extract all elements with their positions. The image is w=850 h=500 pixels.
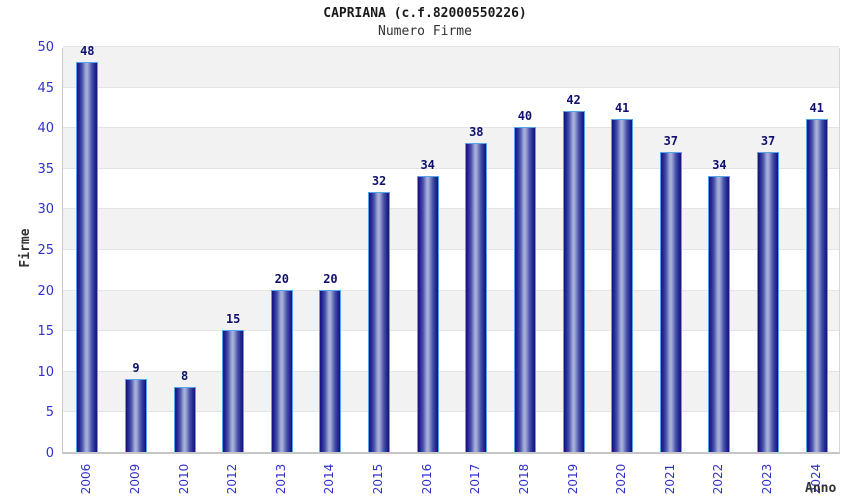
y-tick-label: 5: [45, 405, 54, 421]
x-axis-title: Anno: [805, 481, 837, 496]
y-tick-label: 30: [37, 202, 54, 218]
grid-band: [63, 127, 839, 168]
y-tick-label: 10: [37, 364, 54, 380]
y-tick-label: 0: [45, 446, 54, 461]
bar-value-label: 20: [323, 271, 338, 286]
x-tick-label: 2009: [127, 463, 142, 495]
bar-value-label: 38: [469, 125, 484, 140]
bar-2018: [513, 127, 536, 452]
bar-2020: [611, 119, 634, 452]
x-tick-label: 2013: [273, 463, 288, 495]
plot-area: 48 9 8 15 20 20 32 34 38 40 42 41 37 34 37 41: [62, 44, 840, 454]
bar-2012: [222, 330, 245, 452]
bar-value-label: 42: [566, 92, 581, 107]
bar-2019: [562, 110, 585, 452]
x-tick-label: 2010: [176, 463, 191, 495]
bar-2023: [757, 151, 780, 452]
y-tick-label: 25: [37, 243, 54, 258]
bar-2024: [805, 119, 828, 452]
x-tick-label: 2021: [662, 463, 677, 495]
chart-subtitle: Numero Firme: [378, 24, 472, 39]
grid-band: [63, 46, 839, 87]
bar-2013: [270, 289, 293, 452]
bar-2006: [76, 62, 99, 452]
bar-2010: [173, 387, 196, 452]
bar-2022: [708, 175, 731, 452]
y-tick-label: 40: [37, 121, 54, 137]
bar-2021: [659, 151, 682, 452]
bar-value-label: 15: [225, 312, 241, 327]
y-tick-label: 15: [37, 324, 54, 340]
bar-value-label: 34: [712, 157, 727, 172]
grid-band: [63, 86, 839, 128]
y-tick-label: 50: [37, 40, 54, 55]
y-tick-label: 35: [37, 161, 54, 177]
x-tick-label: 2017: [468, 463, 483, 495]
bar-value-label: 34: [420, 157, 435, 172]
bar-value-label: 48: [80, 44, 95, 59]
x-tick-label: 2020: [614, 463, 629, 495]
x-tick-label: 2012: [225, 463, 240, 495]
bar-value-label: 20: [274, 271, 290, 286]
bar-2017: [465, 143, 488, 452]
chart-title: CAPRIANA (c.f.82000550226): [323, 6, 527, 21]
bar-2016: [416, 175, 439, 452]
bar-value-label: 37: [760, 133, 776, 148]
x-tick-label: 2018: [516, 463, 531, 495]
bar-2009: [124, 378, 147, 452]
x-tick-label: 2023: [760, 463, 775, 495]
bar-value-label: 41: [614, 101, 630, 116]
bar-value-label: 40: [517, 109, 533, 124]
x-tick-label: 2014: [322, 463, 337, 495]
bar-value-label: 37: [663, 133, 679, 148]
x-tick-label: 2015: [371, 463, 386, 495]
x-tick-label: 2022: [711, 463, 726, 495]
bar-value-label: 8: [180, 369, 189, 384]
x-tick-label: 2006: [79, 463, 94, 495]
y-tick-label: 20: [37, 283, 54, 299]
bar-2015: [368, 192, 391, 452]
bar-value-label: 9: [132, 360, 140, 375]
y-tick-label: 45: [37, 80, 54, 96]
bar-value-label: 32: [371, 174, 387, 189]
bar-2014: [319, 289, 342, 452]
x-tick-label: 2019: [565, 463, 580, 495]
bar-value-label: 41: [809, 101, 824, 116]
x-tick-label: 2016: [419, 463, 434, 495]
